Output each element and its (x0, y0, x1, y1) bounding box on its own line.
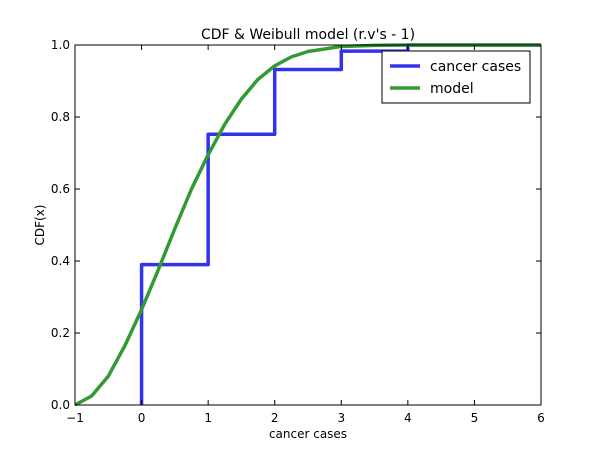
legend: cancer cases model (381, 50, 531, 104)
y-tick-label: 0.6 (51, 182, 70, 196)
x-tick-label: 6 (537, 411, 545, 425)
y-tick-label: 1.0 (51, 38, 70, 52)
x-tick-label: 2 (271, 411, 279, 425)
axes-frame (74, 44, 542, 406)
x-tick-label: 1 (204, 411, 212, 425)
x-tick-label: 4 (404, 411, 412, 425)
y-tick-label: 0.2 (51, 326, 70, 340)
x-tick-label: −1 (66, 411, 84, 425)
series-line-1 (75, 43, 541, 407)
y-tick-label: 0.0 (51, 398, 70, 412)
x-tick-label: 5 (471, 411, 479, 425)
plot-area: −1 0 1 2 3 4 5 6 0.0 0.2 0.4 0.6 0.8 1.0 (51, 38, 545, 425)
legend-box (381, 50, 531, 104)
x-tick-label: 0 (138, 411, 146, 425)
x-tick-label: 3 (337, 411, 345, 425)
legend-label-0: cancer cases (430, 59, 521, 75)
y-axis-label: CDF(x) (33, 205, 47, 246)
y-tick-label: 0.4 (51, 254, 70, 268)
chart-title: CDF & Weibull model (r.v's - 1) (201, 27, 415, 43)
x-axis-label: cancer cases (269, 427, 347, 441)
legend-label-1: model (430, 81, 474, 97)
y-tick-label: 0.8 (51, 110, 70, 124)
